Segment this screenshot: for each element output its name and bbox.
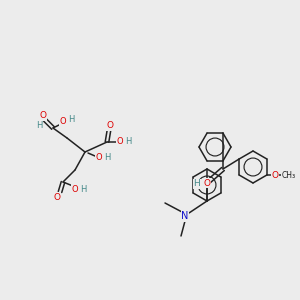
Text: O: O [106,122,113,130]
Text: O: O [272,170,278,179]
Text: O: O [40,112,46,121]
Text: N: N [181,211,189,221]
Text: H: H [80,184,86,194]
Text: O: O [60,118,66,127]
Text: O: O [203,178,211,188]
Text: O: O [53,193,61,202]
Text: O: O [72,184,78,194]
Text: H: H [68,115,74,124]
Text: H: H [36,122,42,130]
Text: H: H [194,179,200,188]
Text: CH₃: CH₃ [282,170,296,179]
Text: H: H [125,136,131,146]
Text: H: H [104,154,110,163]
Text: O: O [96,154,102,163]
Text: O: O [117,136,123,146]
